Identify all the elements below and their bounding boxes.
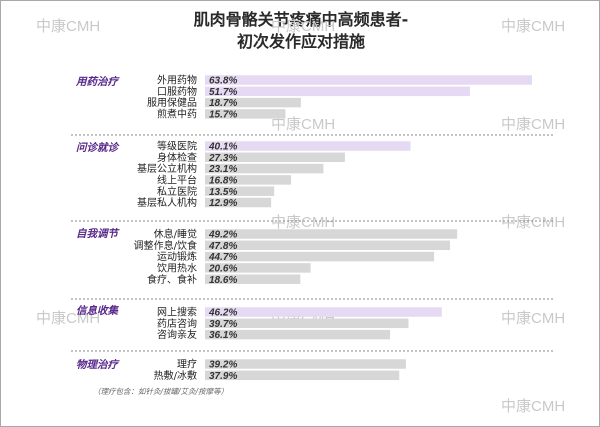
data-label: 63.8% [209, 76, 237, 87]
watermark-text: 中康CMH [36, 310, 100, 327]
watermark-text: 中康CMH [36, 18, 100, 35]
bar [205, 175, 292, 185]
bar [205, 240, 450, 251]
bar-label: 调整作息/饮食 [134, 239, 197, 252]
bar-label: 食疗、食补 [147, 273, 197, 286]
data-label: 13.5% [209, 187, 237, 198]
category-label: 用药治疗 [75, 75, 120, 88]
chart-title: 肌肉骨骼关节疼痛中高频患者- 初次发作应对措施 [1, 9, 599, 53]
category-label: 信息收集 [76, 304, 119, 317]
data-label: 39.2% [209, 360, 237, 371]
bar-label: 运动锻炼 [157, 250, 197, 263]
data-label: 27.3% [208, 153, 237, 164]
bar-label: 基层公立机构 [137, 162, 197, 175]
watermark-text: 中康CMH [501, 214, 565, 231]
data-label: 37.9% [209, 371, 237, 382]
bar [205, 75, 532, 85]
data-label: 18.6% [209, 275, 237, 286]
bar-label: 身体检查 [157, 151, 197, 164]
data-label: 40.1% [208, 142, 237, 153]
chart-title-line2: 初次发作应对措施 [236, 32, 365, 51]
category-label: 物理治疗 [76, 358, 120, 371]
data-label: 47.8% [208, 241, 237, 252]
bar-label: 等级医院 [157, 140, 197, 153]
watermark-text: 中康CMH [271, 18, 335, 35]
bar-label: 饮用热水 [157, 262, 197, 275]
bar-label: 煎煮中药 [157, 108, 197, 121]
bar-label: 线上平台 [157, 174, 197, 187]
category-label: 自我调节 [76, 227, 120, 240]
bar-label: 药店咨询 [157, 317, 197, 330]
data-label: 49.2% [208, 230, 237, 241]
data-label: 46.2% [208, 308, 237, 319]
data-label: 36.1% [209, 330, 237, 341]
data-label: 18.7% [209, 98, 237, 109]
watermark-text: 中康CMH [271, 116, 335, 133]
bar [205, 370, 400, 381]
bar-label: 休息/睡觉 [154, 228, 197, 241]
bar-label: 服用保健品 [147, 96, 197, 109]
watermark-text: 中康CMH [501, 116, 565, 133]
bar [205, 359, 406, 369]
bar [205, 141, 411, 151]
bar [205, 318, 409, 329]
bar-label: 基层私人机构 [137, 196, 197, 209]
category-label: 问诊就诊 [76, 141, 120, 154]
bar-label: 私立医院 [157, 185, 197, 198]
bar [205, 307, 442, 317]
data-label: 44.7% [208, 252, 237, 263]
data-label: 23.1% [208, 164, 237, 175]
chart-title-line1: 肌肉骨骼关节疼痛中高频患者- [193, 10, 409, 29]
watermark-text: 中康CMH [271, 214, 335, 231]
bar [205, 229, 458, 239]
bar-label: 热敷/冰敷 [154, 369, 197, 382]
bar [205, 274, 301, 284]
footnote: （理疗包含：如针灸/拔罐/艾灸/按摩等） [93, 387, 228, 396]
data-label: 20.6% [208, 264, 237, 275]
bar [205, 152, 345, 163]
bar [205, 97, 301, 108]
data-label: 15.7% [209, 110, 237, 121]
bar-label: 网上搜索 [157, 306, 197, 319]
watermark-text: 中康CMH [501, 398, 565, 415]
bar [205, 329, 391, 340]
data-label: 16.8% [209, 176, 237, 187]
bar [205, 86, 470, 97]
bar-label: 咨询亲友 [157, 328, 197, 341]
bar-label: 口服药物 [157, 85, 197, 98]
bar [205, 197, 272, 208]
bar-label: 理疗 [177, 358, 197, 371]
bar [205, 263, 311, 273]
bar [205, 186, 275, 196]
data-label: 51.7% [209, 87, 237, 98]
watermark-text: 中康CMH [501, 310, 565, 327]
bar [205, 251, 435, 262]
data-label: 39.7% [209, 319, 237, 330]
bar-label: 外用药物 [157, 74, 197, 87]
bar [205, 109, 286, 119]
bar [205, 163, 324, 174]
data-label: 12.9% [209, 198, 237, 209]
watermark-text: 中康CMH [501, 18, 565, 35]
